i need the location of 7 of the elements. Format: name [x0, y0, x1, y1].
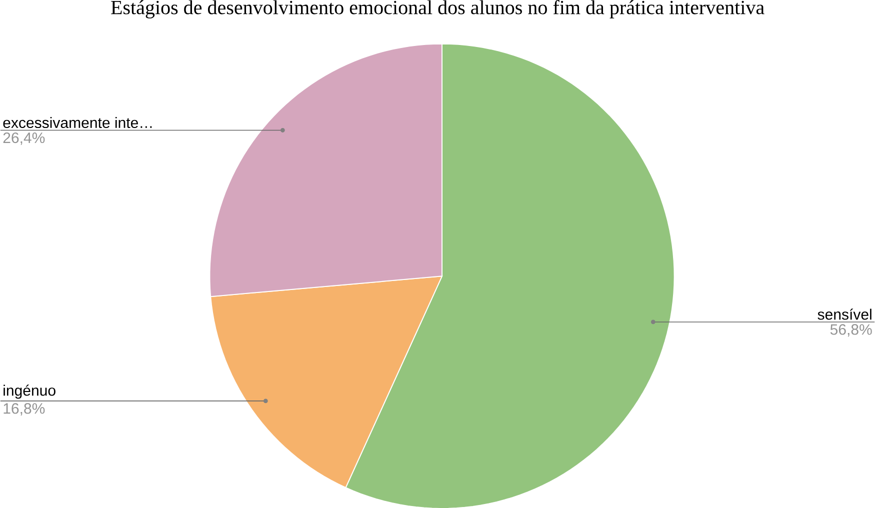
- data-label: 16,8%: [4, 402, 45, 416]
- slice-label: excessivamente inte…: [3, 116, 152, 128]
- chart-title: Estágios de desenvolvimento emocional dos alunos no fim da prática interventiva: [111, 0, 764, 18]
- slice-label: ingénuo: [4, 384, 56, 399]
- data-label: 56,8%: [830, 324, 872, 336]
- slice-label: sensível: [818, 308, 872, 320]
- data-label: 26,4%: [3, 132, 45, 145]
